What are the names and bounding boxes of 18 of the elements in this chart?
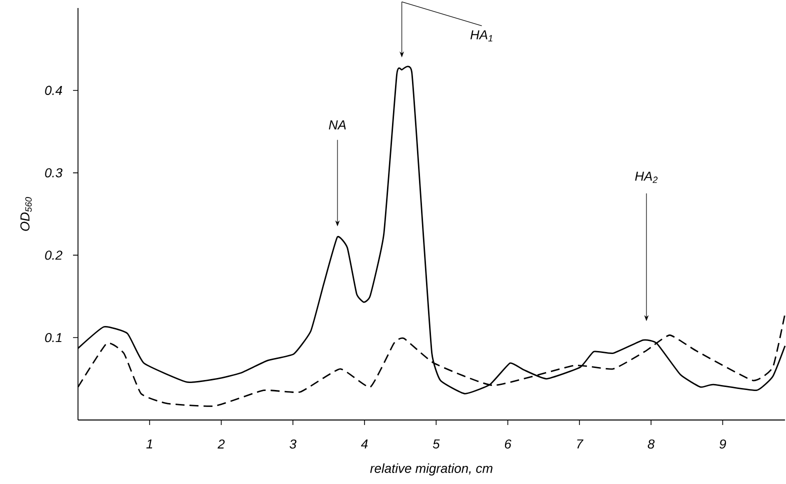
y-tick-label: 0.1 xyxy=(45,333,62,342)
annotation: HA$_{1}$ xyxy=(470,30,492,42)
x-tick-label: 3 xyxy=(290,439,296,449)
y-tick-label: 0.3 xyxy=(45,168,62,178)
x-tick-label: 6 xyxy=(504,439,512,449)
x-tick-label: 2 xyxy=(218,439,225,449)
annotation: NA xyxy=(328,120,346,130)
x-tick-label: 7 xyxy=(577,439,584,448)
x-tick-label: 5 xyxy=(432,439,440,448)
y-tick-label: 0.2 xyxy=(45,250,62,260)
y-tick-label: 0.4 xyxy=(45,86,62,95)
x-tick-label: 4 xyxy=(361,439,368,448)
x-tick-label: 1 xyxy=(146,439,152,448)
annotation: HA$_{2}$ xyxy=(635,172,658,183)
x-tick-label: 8 xyxy=(648,439,655,449)
x-tick-label: 9 xyxy=(720,439,726,449)
x-axis-title: relative migration, cm xyxy=(370,463,492,476)
y-axis-title: OD$_{560}$ xyxy=(20,197,32,231)
